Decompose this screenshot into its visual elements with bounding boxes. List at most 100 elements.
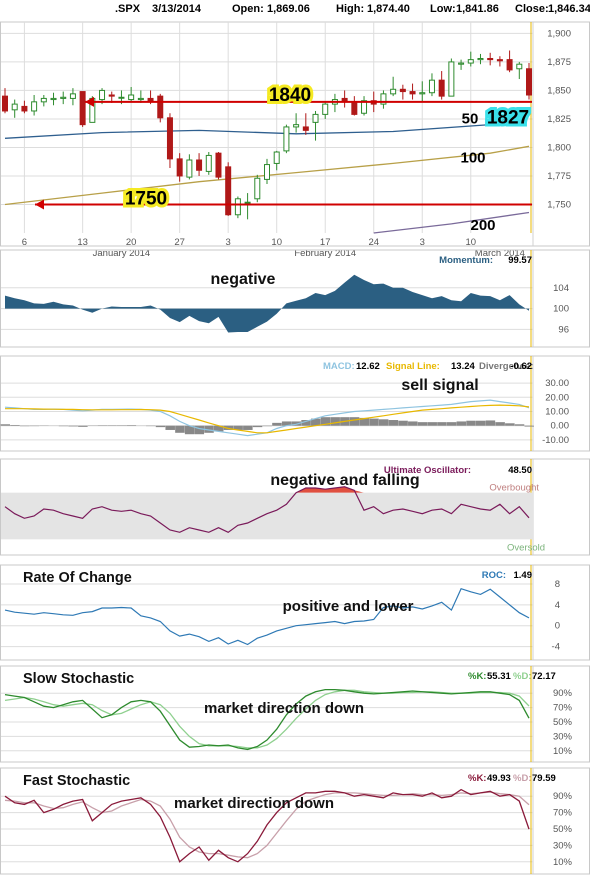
fast-stochastic-annotation: market direction down [174,795,334,812]
candle-body [283,126,290,152]
candle-body [409,91,416,95]
price-month-label: January 2014 [93,248,151,259]
quote-date: 3/13/2014 [152,3,201,15]
candle-body [351,101,358,115]
macd-histogram-bar [388,420,399,426]
high-value: 1,874.40 [367,3,410,15]
candle-body [234,198,241,216]
support-arrow-icon [35,199,44,210]
macd-line [4,399,530,437]
price-date-tick: 27 [174,237,185,248]
macd-histogram-bar [485,420,496,426]
candle-body [419,92,426,95]
candle-body [487,57,494,61]
overbought-label: Overbought [489,483,539,494]
momentum-panel [0,249,590,348]
macd-histogram-bar [233,425,243,430]
slow-stochastic-k-label: %K: [468,671,486,682]
slow-stochastic-d-line [4,689,530,749]
candle-body [293,124,300,128]
macd-histogram-bar [223,425,234,430]
close-value: 1,846.34 [548,3,590,15]
ma200-line [373,211,530,234]
slow-stochastic-annotation: market direction down [204,700,364,717]
macd-histogram-bar [398,420,408,426]
macd-histogram-bar [272,422,282,426]
candle-body [399,88,406,93]
momentum-tick-label: 104 [553,283,569,294]
candle-body [137,97,144,101]
candle-body [467,59,474,64]
slow-stochastic-tick-label: 90% [553,688,573,699]
candle-body [448,61,455,97]
candle-body [128,94,135,101]
candle-body [380,93,387,105]
macd-histogram-bar [466,420,476,426]
macd-histogram-bar [417,422,428,426]
candle-body [273,151,280,164]
macd-histogram-bar [311,418,321,426]
candle-body [361,100,368,114]
candle-body [21,105,28,112]
candle-body [205,154,212,172]
signal-value: 13.24 [451,361,475,372]
candle-body [40,97,47,103]
fast-stochastic-k-value: 49.93 [487,773,511,784]
roc-tick-label: 4 [555,600,560,611]
slow-stochastic-tick-label: 10% [553,746,573,757]
slow-stochastic-tick-label: 30% [553,731,573,742]
candle-body [244,201,251,204]
ma200-label: 200 [470,217,495,234]
macd-annotation: sell signal [401,377,478,394]
macd-tick-label: 30.00 [545,378,569,389]
fast-stochastic-tick-label: 10% [553,857,573,868]
macd-histogram-bar [194,425,205,435]
price-tick-label: 1,875 [547,57,571,68]
candle-body [322,103,329,115]
candle-body [438,79,445,97]
fast-stochastic-tick-label: 70% [553,808,573,819]
symbol: .SPX [115,3,141,15]
candle-body [390,88,397,95]
price-tick-label: 1,775 [547,171,571,182]
fast-stochastic-d-value: 79.59 [532,773,556,784]
candle-body [60,96,67,99]
candle-body [302,126,309,131]
macd-histogram-bar [427,422,437,426]
roc-tick-label: -4 [552,642,560,653]
low-value: 1,841.86 [456,3,499,15]
price-date-tick: 10 [271,237,282,248]
fast-stochastic-k-line [4,788,530,863]
macd-title: MACD: [323,361,355,372]
momentum-annotation: negative [211,271,276,288]
macd-histogram-bar [0,424,10,426]
fast-stochastic-tick-label: 50% [553,824,573,835]
macd-tick-label: 20.00 [545,392,569,403]
candle-body [516,63,523,70]
macd-histogram-bar [349,417,360,426]
candle-body [506,59,513,71]
momentum-tick-label: 100 [553,304,569,315]
ultimate-neutral-band [1,492,533,540]
macd-histogram-bar [252,425,263,428]
macd-histogram-bar [155,425,166,428]
divergence-title: Divergence: [479,361,533,372]
macd-histogram-bar [184,425,195,435]
candle-body [50,97,57,101]
ultimate-value: 48.50 [508,465,532,476]
signal-line [5,404,530,434]
candle-body [264,164,270,180]
macd-histogram-bar [262,425,272,427]
macd-histogram-bar [369,418,379,426]
slow-stochastic-d-label: %D: [513,671,531,682]
high-label: High: [336,3,365,15]
macd-histogram-bar [505,423,515,426]
price-month-label: March 2014 [475,248,525,259]
candle-body [428,79,435,94]
candle-body [79,91,86,126]
price-tick-label: 1,900 [547,28,571,39]
macd-histogram-bar [320,417,331,426]
callout-1840: 1840 [269,85,311,106]
roc-value: 1.49 [514,570,533,581]
